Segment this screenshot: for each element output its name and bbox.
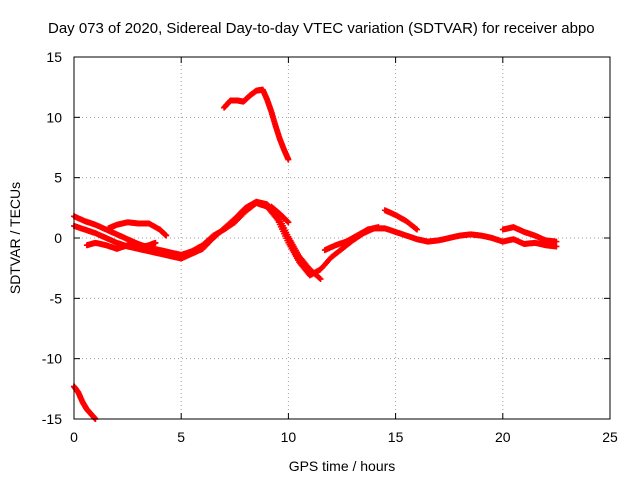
- y-tick-label: 10: [46, 109, 62, 125]
- x-tick-label: 5: [177, 429, 185, 445]
- data-point: [316, 275, 323, 282]
- data-point: [284, 218, 291, 225]
- data-point: [285, 219, 292, 226]
- y-tick-label: -15: [42, 411, 62, 427]
- series-night-segment: [499, 224, 560, 245]
- series-early-bump: [83, 239, 159, 252]
- y-tick-label: -5: [50, 290, 63, 306]
- x-tick-label: 25: [602, 429, 618, 445]
- data-point: [375, 224, 382, 231]
- series-mid-upper-segment: [105, 219, 170, 239]
- x-axis-title: GPS time / hours: [289, 458, 396, 474]
- data-point: [152, 239, 159, 246]
- series-evening-bump: [381, 207, 421, 233]
- data-point: [317, 276, 324, 283]
- x-tick-label: 10: [281, 429, 297, 445]
- series-upper-bump: [221, 86, 292, 163]
- series-afternoon-segment: [321, 224, 382, 254]
- data-point: [285, 156, 292, 163]
- series-late-upper-segment: [268, 203, 292, 226]
- data-point: [553, 238, 560, 245]
- y-tick-label: 5: [54, 170, 62, 186]
- chart-title: Day 073 of 2020, Sidereal Day-to-day VTE…: [48, 20, 595, 37]
- y-tick-label: -10: [42, 351, 62, 367]
- y-tick-label: 0: [54, 230, 62, 246]
- data-point: [414, 226, 421, 233]
- y-tick-label: 15: [46, 49, 62, 65]
- x-tick-label: 20: [495, 429, 511, 445]
- y-axis-title: SDTVAR / TECUs: [7, 182, 23, 294]
- data-point: [412, 225, 419, 232]
- x-tick-label: 0: [70, 429, 78, 445]
- x-tick-label: 15: [388, 429, 404, 445]
- data-point: [163, 232, 170, 239]
